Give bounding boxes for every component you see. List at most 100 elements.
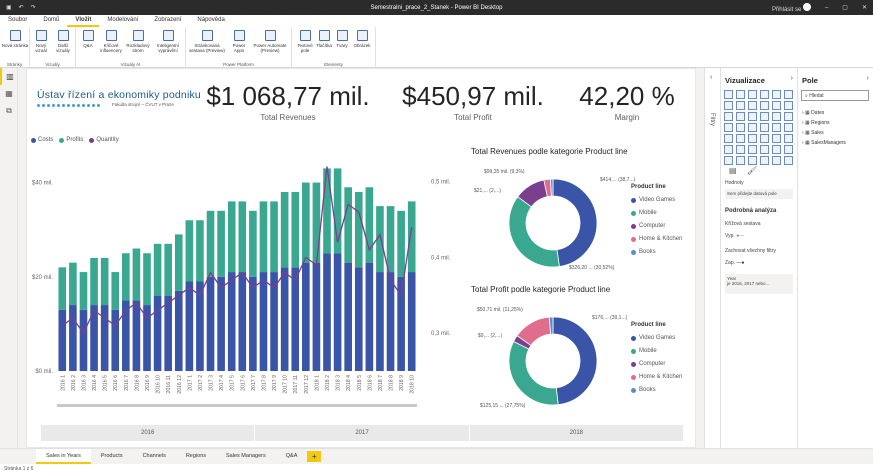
legend-item-home-kitchen[interactable]: Home & Kitchen	[631, 371, 682, 384]
profits-bar[interactable]	[323, 168, 331, 254]
more-visuals-button[interactable]: Další vizuály	[52, 30, 74, 53]
profits-bar[interactable]	[174, 234, 183, 291]
profits-bar[interactable]	[312, 182, 321, 263]
slicer-year-2016[interactable]: 2016	[41, 425, 256, 441]
visual-type-icon[interactable]	[736, 145, 745, 154]
costs-bar[interactable]	[217, 276, 225, 371]
kpi-margin[interactable]: 42,20 % Margin	[567, 81, 687, 122]
visual-type-icon[interactable]	[784, 90, 793, 99]
profits-bar[interactable]	[397, 210, 405, 277]
profits-bar[interactable]	[153, 243, 162, 296]
profits-bar[interactable]	[302, 182, 310, 263]
field-table-regions[interactable]: › ▦ Regions	[802, 120, 830, 126]
costs-bar[interactable]	[196, 281, 204, 371]
costs-bar[interactable]	[323, 253, 331, 371]
field-table-dates[interactable]: › ▦ Dates	[802, 110, 825, 116]
legend-item-mobile[interactable]: Mobile	[631, 345, 682, 358]
menu-modeling[interactable]: Modelování	[107, 17, 139, 23]
revenues-donut-chart[interactable]	[503, 173, 603, 273]
costs-bar[interactable]	[164, 295, 172, 371]
tab-qa[interactable]: Q&A	[285, 453, 298, 459]
close-icon[interactable]: ✕	[861, 5, 867, 11]
visual-type-icon[interactable]	[724, 145, 733, 154]
collapse-arrow-icon[interactable]: ‹	[710, 74, 713, 81]
visual-type-icon[interactable]	[748, 145, 757, 154]
shapes-button[interactable]: Tvary	[333, 30, 351, 48]
new-page-button[interactable]: Nová stránka	[1, 30, 29, 48]
visual-type-icon[interactable]	[784, 101, 793, 110]
visual-type-icon[interactable]	[760, 101, 769, 110]
power-automate-button[interactable]: Power Automate (Preview)	[250, 30, 290, 53]
key-influencers-button[interactable]: Klíčové influencery	[98, 30, 124, 53]
costs-bar[interactable]	[270, 272, 278, 371]
visual-type-icon[interactable]	[736, 101, 745, 110]
costs-bar[interactable]	[249, 276, 257, 371]
costs-bar[interactable]	[143, 305, 151, 371]
legend-item-video-games[interactable]: Video Games	[631, 194, 682, 207]
fields-well-icon[interactable]: ▤	[729, 166, 737, 175]
costs-bar[interactable]	[227, 272, 236, 371]
profits-bar[interactable]	[69, 262, 77, 306]
profits-bar[interactable]	[376, 206, 384, 273]
decomposition-tree-button[interactable]: Rozkladový strom	[124, 30, 152, 53]
visual-type-icon[interactable]	[772, 101, 781, 110]
costs-bar[interactable]	[238, 272, 247, 371]
keep-filters-toggle[interactable]: Zap. —●	[725, 260, 745, 266]
legend-item-video-games[interactable]: Video Games	[631, 332, 682, 345]
visual-type-icon[interactable]	[784, 145, 793, 154]
qa-button[interactable]: Q&A	[76, 30, 100, 48]
costs-bar[interactable]	[365, 262, 374, 371]
field-table-sales[interactable]: › ▦ Sales	[802, 130, 824, 136]
visual-type-icon[interactable]	[736, 90, 745, 99]
costs-bar[interactable]	[259, 272, 268, 371]
visual-type-icon[interactable]	[760, 134, 769, 143]
visual-type-icon[interactable]	[772, 134, 781, 143]
visual-type-icon[interactable]	[760, 145, 769, 154]
cross-report-toggle[interactable]: Vyp. ●—	[725, 233, 745, 239]
visual-type-icon[interactable]	[772, 145, 781, 154]
kpi-total-revenues[interactable]: $1 068,77 mil. Total Revenues	[199, 81, 377, 122]
profits-bar[interactable]	[111, 272, 120, 310]
tab-sales-in-years[interactable]: Sales in Years	[36, 449, 91, 464]
profits-bar[interactable]	[249, 210, 257, 277]
visual-type-icon[interactable]	[760, 156, 769, 165]
filters-pane-collapsed[interactable]: ‹ Filtry	[704, 68, 720, 448]
costs-bar[interactable]	[69, 305, 77, 371]
visual-type-icon[interactable]	[724, 101, 733, 110]
profits-bar[interactable]	[386, 206, 395, 273]
visual-type-icon[interactable]	[760, 112, 769, 121]
text-box-button[interactable]: Textové pole	[294, 30, 316, 53]
model-view-icon[interactable]: ⧉	[6, 106, 12, 115]
legend-item-home-kitchen[interactable]: Home & Kitchen	[631, 233, 682, 246]
costs-bar[interactable]	[397, 276, 405, 371]
profits-bar[interactable]	[333, 168, 342, 254]
visual-type-icon[interactable]	[736, 156, 745, 165]
fields-search-input[interactable]: ⌕ Hledat	[801, 90, 869, 101]
drillthrough-filter-card[interactable]: Year je 2016, 2017 nebo...	[725, 274, 793, 294]
minimize-icon[interactable]: –	[824, 4, 829, 11]
costs-bar[interactable]	[132, 300, 141, 371]
profits-bar[interactable]	[344, 187, 352, 263]
add-page-button[interactable]: +	[307, 451, 322, 462]
menu-help[interactable]: Nápověda	[197, 17, 225, 23]
redo-icon[interactable]: ↷	[30, 5, 36, 11]
visual-type-icon[interactable]	[772, 156, 781, 165]
menu-file[interactable]: Soubor	[8, 17, 28, 23]
chart-scrollbar[interactable]	[57, 404, 417, 407]
save-icon[interactable]: ▣	[6, 5, 12, 11]
visual-type-icon[interactable]	[724, 123, 733, 132]
profits-bar[interactable]	[164, 243, 172, 296]
visual-type-icon[interactable]	[760, 123, 769, 132]
report-view-icon[interactable]: ▥	[0, 68, 18, 85]
visual-type-icon[interactable]	[724, 134, 733, 143]
donut-slice[interactable]	[552, 316, 598, 406]
costs-bar[interactable]	[333, 253, 342, 371]
visual-type-icon[interactable]	[784, 134, 793, 143]
paginated-report-button[interactable]: Stránkovaná sestava (Preview)	[186, 30, 228, 53]
visual-type-icon[interactable]	[772, 112, 781, 121]
costs-bar[interactable]	[58, 309, 67, 371]
buttons-button[interactable]: Tlačítka	[314, 30, 334, 48]
costs-bar[interactable]	[407, 272, 416, 371]
costs-bar[interactable]	[100, 305, 109, 371]
profits-bar[interactable]	[291, 191, 300, 268]
